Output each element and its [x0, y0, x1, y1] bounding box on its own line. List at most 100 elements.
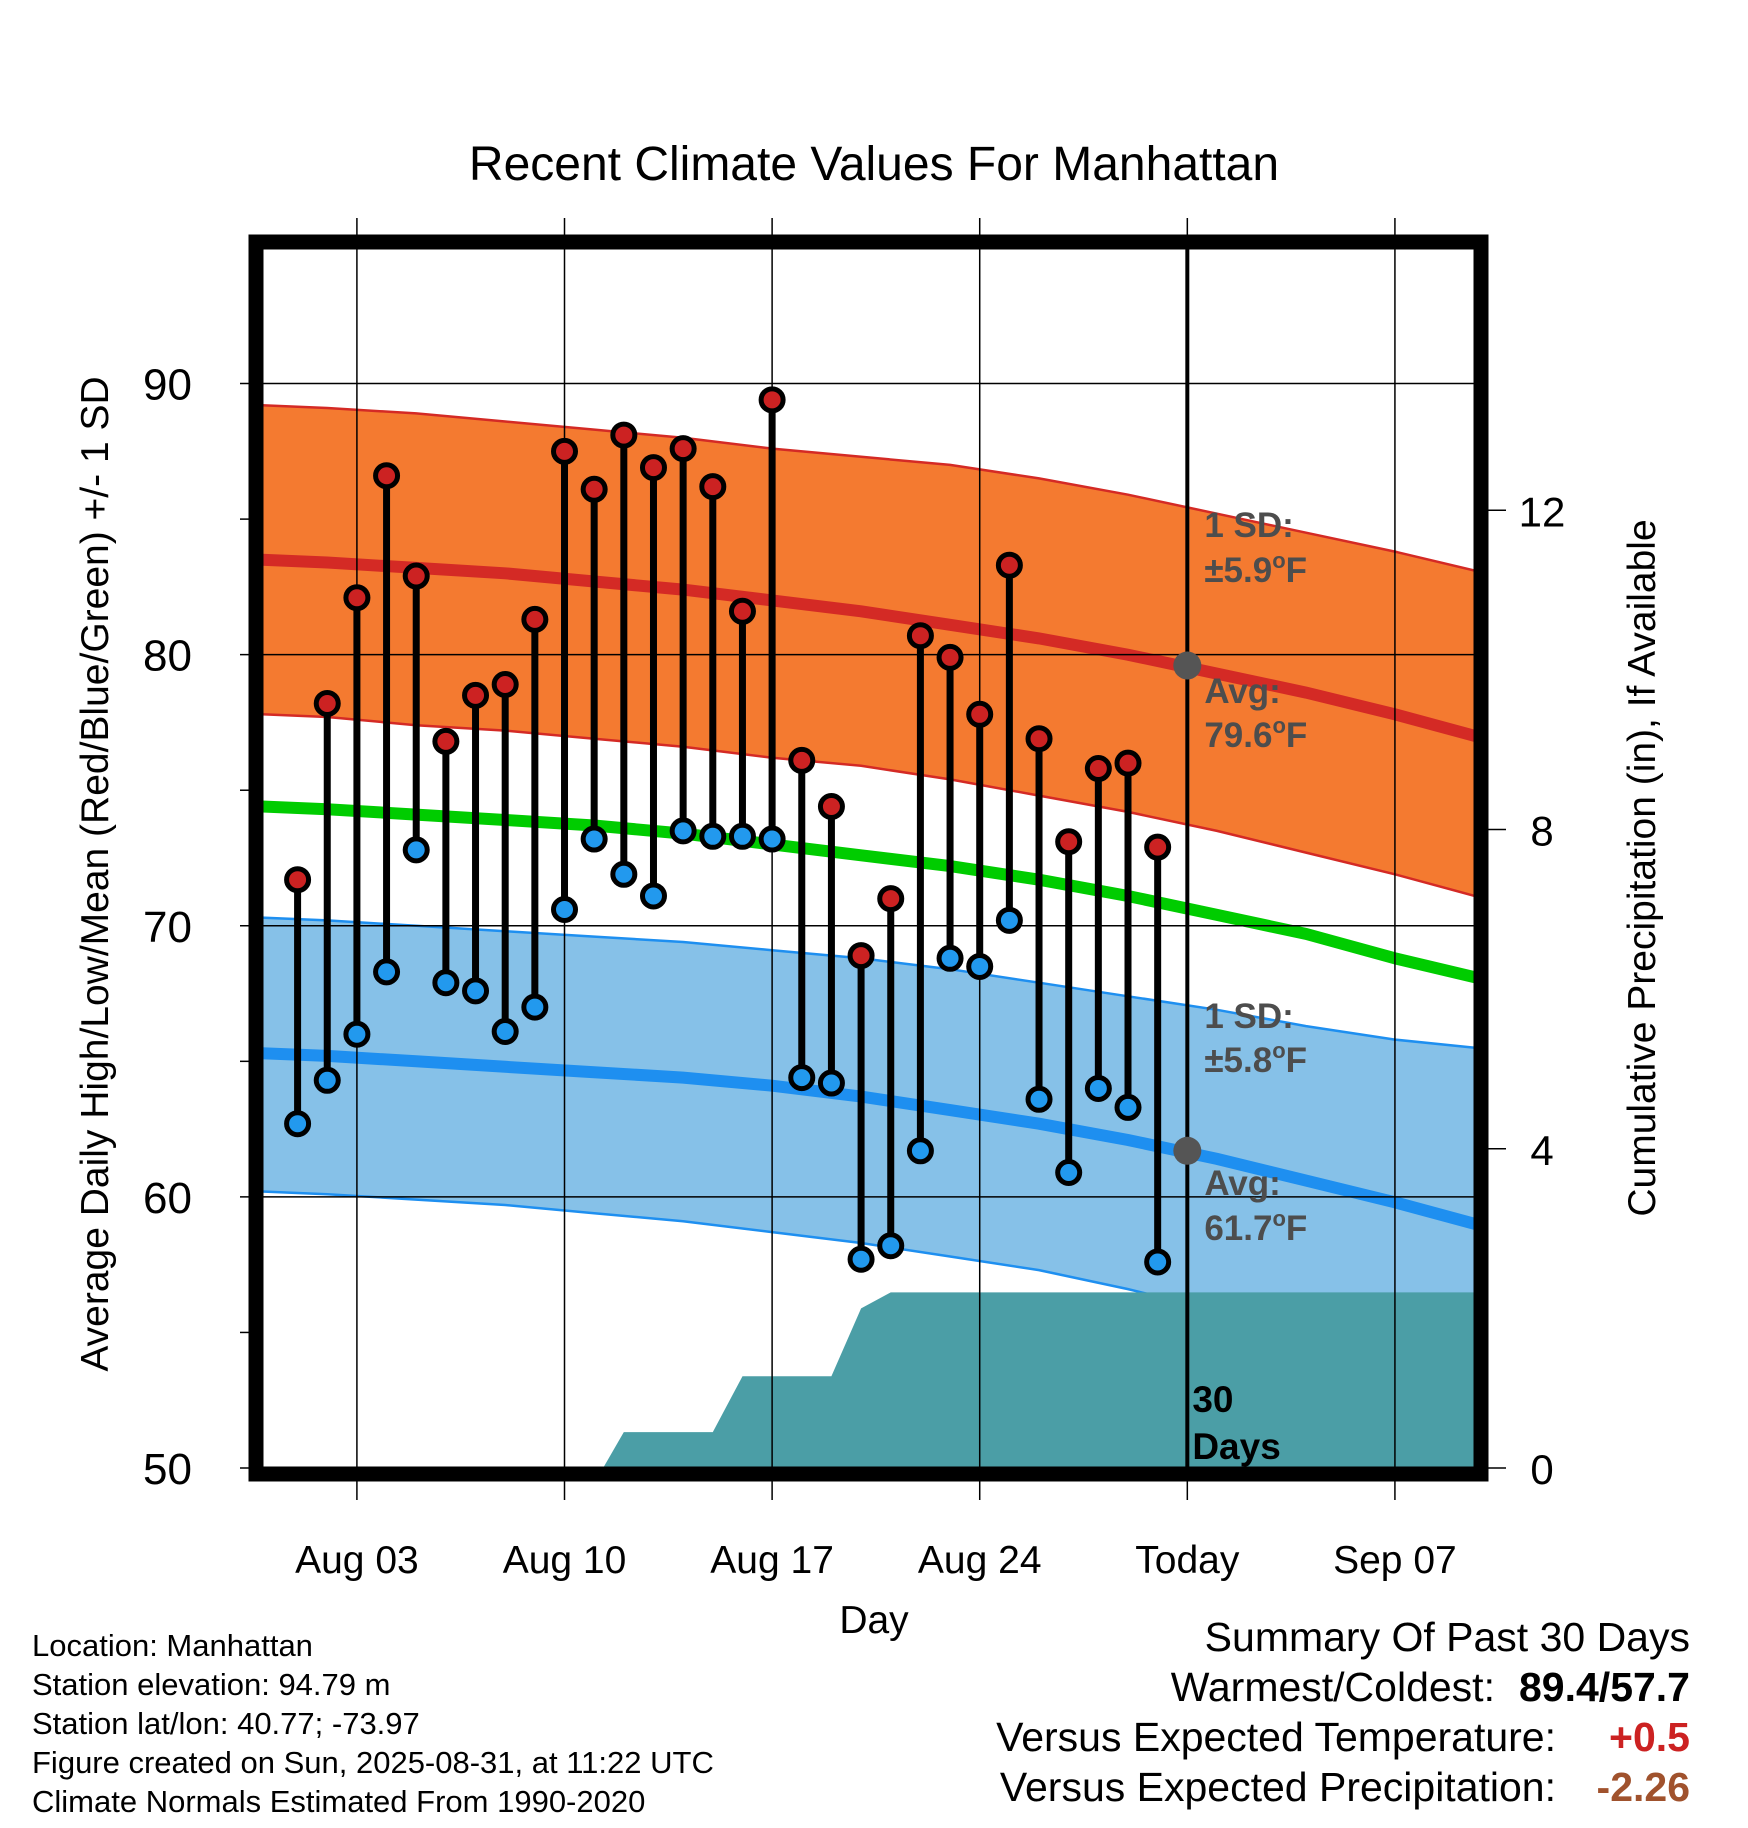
- high-avg-value-unit: F: [1286, 716, 1307, 755]
- low-avg-value-number: 61.7: [1204, 1209, 1272, 1248]
- low-point-8: [521, 993, 549, 1021]
- low-point-19: [847, 1245, 875, 1273]
- low-point-9: [551, 896, 579, 924]
- high-avg-value-degree: o: [1272, 713, 1285, 738]
- high-sd-value-degree: o: [1272, 548, 1285, 573]
- high-avg-title: Avg:: [1204, 672, 1280, 711]
- low-point-27: [1084, 1074, 1112, 1102]
- high-point-4: [402, 562, 430, 590]
- high-avg-value-number: 79.6: [1204, 716, 1272, 755]
- high-point-18: [817, 792, 845, 820]
- low-point-23: [966, 952, 994, 980]
- latlon-text: Station lat/lon: 40.77; -73.97: [32, 1706, 420, 1741]
- low-point-1: [313, 1066, 341, 1094]
- high-point-27: [1084, 755, 1112, 783]
- low-point-3: [373, 958, 401, 986]
- temp-label: Versus Expected Temperature:: [996, 1714, 1556, 1760]
- low-point-29: [1144, 1248, 1172, 1276]
- high-point-14: [699, 473, 727, 501]
- summary-precip-row: Versus Expected Precipitation: -2.26: [996, 1762, 1690, 1812]
- low-avg-title: Avg:: [1204, 1164, 1280, 1203]
- low-point-25: [1025, 1085, 1053, 1113]
- high-point-0: [284, 866, 312, 894]
- low-point-16: [758, 825, 786, 853]
- chart-title: Recent Climate Values For Manhattan: [469, 138, 1279, 191]
- warmest-label: Warmest/Coldest:: [1170, 1664, 1495, 1710]
- warmest-value: 89.4: [1518, 1664, 1599, 1710]
- low-point-6: [462, 977, 490, 1005]
- high-point-23: [966, 700, 994, 728]
- high-sd-value-number: ±5.9: [1204, 551, 1272, 590]
- low-point-17: [788, 1064, 816, 1092]
- low-point-7: [491, 1018, 519, 1046]
- high-point-1: [313, 689, 341, 717]
- precip-area: [262, 1292, 1475, 1468]
- high-point-20: [877, 885, 905, 913]
- y2-axis-label: Cumulative Precipitation (in), If Availa…: [1621, 519, 1664, 1216]
- x-tick-label-3: Aug 24: [918, 1539, 1042, 1582]
- elevation-text: Station elevation: 94.79 m: [32, 1667, 391, 1702]
- days-label-number: 30: [1192, 1379, 1233, 1420]
- y-tick-label-1: 60: [143, 1174, 192, 1223]
- plot-frame: [248, 234, 1489, 1482]
- high-avg-value: 79.6oF: [1204, 713, 1307, 755]
- today-high-avg-marker: [1173, 651, 1202, 680]
- y-axis-label: Average Daily High/Low/Mean (Red/Blue/Gr…: [74, 376, 117, 1371]
- x-tick-label-4: Today: [1135, 1539, 1240, 1582]
- low-point-12: [639, 882, 667, 910]
- high-point-5: [432, 727, 460, 755]
- high-point-19: [847, 942, 875, 970]
- high-point-3: [373, 462, 401, 490]
- x-axis-label: Day: [839, 1599, 909, 1642]
- high-point-15: [728, 597, 756, 625]
- high-sd-value-unit: F: [1286, 551, 1307, 590]
- high-point-17: [788, 746, 816, 774]
- high-point-7: [491, 670, 519, 698]
- low-point-0: [284, 1110, 312, 1138]
- high-point-12: [639, 454, 667, 482]
- low-point-18: [817, 1069, 845, 1097]
- summary-title: Summary Of Past 30 Days: [1204, 1614, 1690, 1660]
- low-point-4: [402, 836, 430, 864]
- today-low-avg-marker: [1173, 1136, 1202, 1165]
- low-sd-value: ±5.8oF: [1204, 1038, 1307, 1080]
- summary-warmest-row: Warmest/Coldest: 89.4/57.7: [1170, 1664, 1690, 1710]
- low-point-24: [995, 906, 1023, 934]
- high-point-24: [995, 551, 1023, 579]
- high-sd-value: ±5.9oF: [1204, 548, 1307, 590]
- high-point-21: [906, 622, 934, 650]
- y-tick-label-3: 80: [143, 632, 192, 681]
- high-point-8: [521, 605, 549, 633]
- x-tick-label-2: Aug 17: [710, 1539, 834, 1582]
- high-point-13: [669, 435, 697, 463]
- summary-temp-row: Versus Expected Temperature: +0.5: [996, 1712, 1690, 1762]
- created-text: Figure created on Sun, 2025-08-31, at 11…: [32, 1745, 714, 1780]
- low-point-26: [1055, 1158, 1083, 1186]
- y-tick-label-4: 90: [143, 361, 192, 410]
- high-point-29: [1144, 833, 1172, 861]
- low-point-11: [610, 860, 638, 888]
- high-sd-title: 1 SD:: [1204, 506, 1293, 545]
- y-tick-label-0: 50: [143, 1445, 192, 1494]
- high-lower-edge: [262, 713, 1475, 898]
- low-point-20: [877, 1232, 905, 1260]
- high-point-28: [1114, 749, 1142, 777]
- low-sd-value-degree: o: [1272, 1038, 1285, 1063]
- high-point-11: [610, 421, 638, 449]
- low-point-13: [669, 817, 697, 845]
- low-point-14: [699, 822, 727, 850]
- precip-label: Versus Expected Precipitation:: [999, 1764, 1556, 1810]
- high-upper-edge: [262, 403, 1475, 572]
- days-label-text: Days: [1192, 1426, 1280, 1467]
- station-metadata: Location: Manhattan Station elevation: 9…: [32, 1626, 714, 1821]
- high-point-10: [580, 475, 608, 503]
- high-point-26: [1055, 828, 1083, 856]
- y-tick-label-2: 70: [143, 903, 192, 952]
- low-point-21: [906, 1137, 934, 1165]
- summary-panel: Summary Of Past 30 Days Warmest/Coldest:…: [996, 1612, 1690, 1812]
- temp-value: +0.5: [1609, 1714, 1690, 1760]
- coldest-value: 57.7: [1610, 1664, 1690, 1710]
- x-tick-label-0: Aug 03: [295, 1539, 419, 1582]
- y2-tick-label-2: 8: [1530, 808, 1553, 855]
- y2-tick-label-3: 12: [1519, 488, 1566, 535]
